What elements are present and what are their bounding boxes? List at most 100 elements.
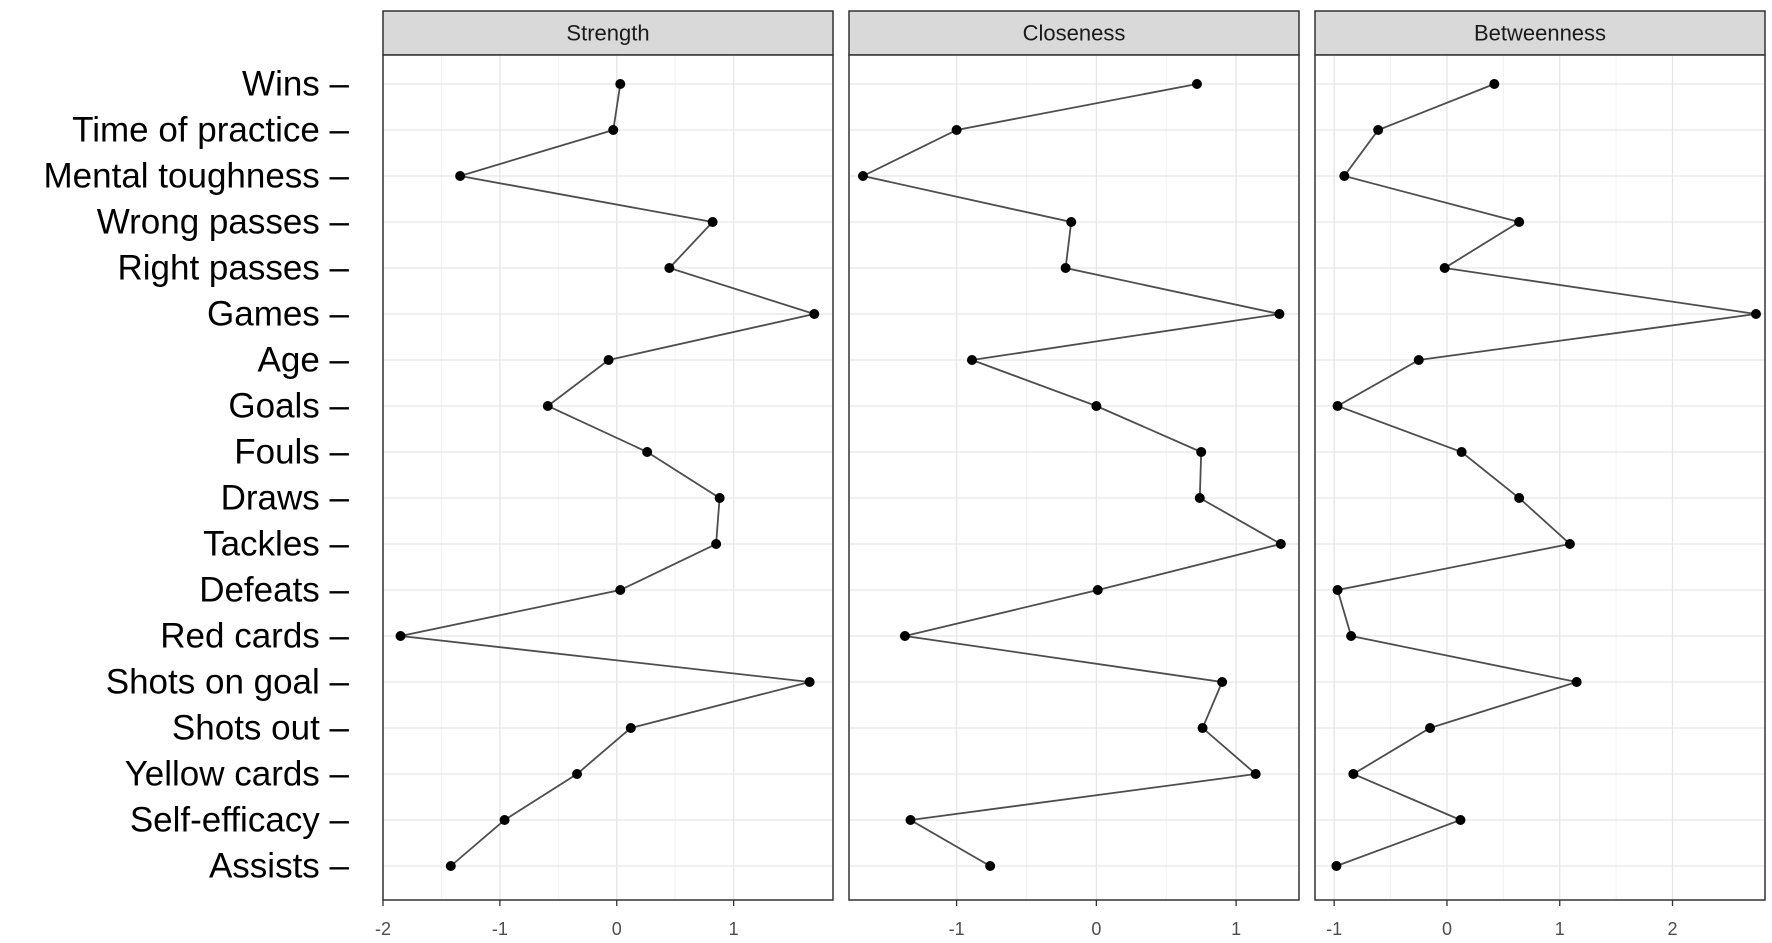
point-betweenness-fouls [1456,447,1467,457]
panel-background [1315,55,1765,900]
facet-betweenness: Betweenness -1 0 1 2 [1314,10,1766,939]
point-betweenness-draws [1514,493,1525,503]
series-line-betweenness [1335,83,1757,867]
category-label-draws: Draws – [221,479,350,518]
point-strength-self-efficacy [499,815,510,825]
x-tick-label: 0 [1442,919,1452,939]
point-closeness-time-of-practice [951,125,962,135]
x-tick-label: 1 [1231,919,1241,939]
point-betweenness-wrong-passes [1514,217,1525,227]
x-tick-label: -1 [492,919,508,939]
series-line-closeness [860,83,1284,867]
point-strength-mental-toughness [455,171,466,181]
point-betweenness-wins [1489,79,1500,89]
category-label-time-of-practice: Time of practice – [72,111,349,150]
category-label-games: Games – [207,295,350,334]
point-betweenness-right-passes [1439,263,1450,273]
point-closeness-mental-toughness [857,171,868,181]
facet-title-strength: Strength [566,21,649,46]
point-closeness-games [1274,309,1285,319]
category-label-shots-on-goal: Shots on goal – [106,663,350,702]
point-strength-games [809,309,820,319]
point-strength-defeats [615,585,626,595]
x-tick-label: -2 [375,919,391,939]
x-tick-label: -1 [949,919,965,939]
point-betweenness-yellow-cards [1348,769,1359,779]
point-betweenness-time-of-practice [1373,125,1384,135]
category-label-wins: Wins – [242,65,350,104]
point-closeness-defeats [1092,585,1103,595]
category-label-defeats: Defeats – [199,571,349,610]
point-strength-right-passes [664,263,675,273]
point-strength-shots-on-goal [804,677,815,687]
point-betweenness-shots-on-goal [1571,677,1582,687]
point-betweenness-tackles [1564,539,1575,549]
point-betweenness-assists [1331,861,1342,871]
point-betweenness-games [1750,309,1761,319]
category-label-yellow-cards: Yellow cards – [125,755,350,794]
x-tick-label: 0 [1091,919,1101,939]
facet-closeness: Closeness -1 0 1 [848,10,1300,939]
panel-background [383,55,833,900]
point-strength-age [603,355,614,365]
panel-border [848,54,1300,901]
category-label-assists: Assists – [209,847,350,886]
point-betweenness-self-efficacy [1455,815,1466,825]
category-label-mental-toughness: Mental toughness – [44,157,350,196]
point-betweenness-mental-toughness [1339,171,1350,181]
point-strength-shots-out [625,723,636,733]
panel-border [382,54,834,901]
category-label-self-efficacy: Self-efficacy – [130,801,350,840]
category-label-age: Age – [258,341,350,380]
point-strength-red-cards [395,631,406,641]
x-tick-label: 1 [1555,919,1565,939]
point-closeness-shots-on-goal [1217,677,1228,687]
facet-strip-closeness [848,10,1300,56]
facet-title-betweenness: Betweenness [1474,21,1606,46]
point-closeness-goals [1091,401,1102,411]
point-strength-wins [615,79,626,89]
category-label-wrong-passes: Wrong passes – [97,203,350,242]
category-label-tackles: Tackles – [203,525,349,564]
facet-strip-strength [382,10,834,56]
facet-title-closeness: Closeness [1023,21,1126,46]
point-strength-yellow-cards [572,769,583,779]
facet-panels: Strength -2 -1 0 1 Closeness -1 0 1 Betweenness -1… [375,10,1766,939]
point-strength-time-of-practice [608,125,619,135]
x-tick-label: 2 [1668,919,1678,939]
point-strength-fouls [642,447,653,457]
x-tick-label: 1 [729,919,739,939]
point-betweenness-red-cards [1346,631,1357,641]
category-label-goals: Goals – [228,387,349,426]
point-closeness-wrong-passes [1066,217,1077,227]
category-labels: Wins – Time of practice – Mental toughness… [44,65,350,886]
point-closeness-yellow-cards [1250,769,1261,779]
category-label-red-cards: Red cards – [160,617,349,656]
point-closeness-assists [985,861,996,871]
point-strength-goals [542,401,553,411]
panel-border [1314,54,1766,901]
point-strength-tackles [711,539,722,549]
point-closeness-draws [1194,493,1205,503]
point-strength-assists [445,861,456,871]
point-closeness-fouls [1196,447,1207,457]
x-tick-label: 0 [612,919,622,939]
point-closeness-self-efficacy [905,815,916,825]
point-strength-wrong-passes [707,217,718,227]
point-strength-draws [714,493,725,503]
facet-strength: Strength -2 -1 0 1 [375,10,834,939]
category-label-right-passes: Right passes – [117,249,349,288]
point-closeness-right-passes [1060,263,1071,273]
x-tick-label: -1 [1326,919,1342,939]
series-line-strength [400,83,818,867]
panel-background [849,55,1299,900]
point-betweenness-defeats [1332,585,1343,595]
point-closeness-red-cards [899,631,910,641]
point-closeness-tackles [1275,539,1286,549]
point-betweenness-age [1413,355,1424,365]
category-label-fouls: Fouls – [234,433,349,472]
point-betweenness-shots-out [1425,723,1436,733]
point-closeness-wins [1191,79,1202,89]
category-label-shots-out: Shots out – [172,709,350,748]
